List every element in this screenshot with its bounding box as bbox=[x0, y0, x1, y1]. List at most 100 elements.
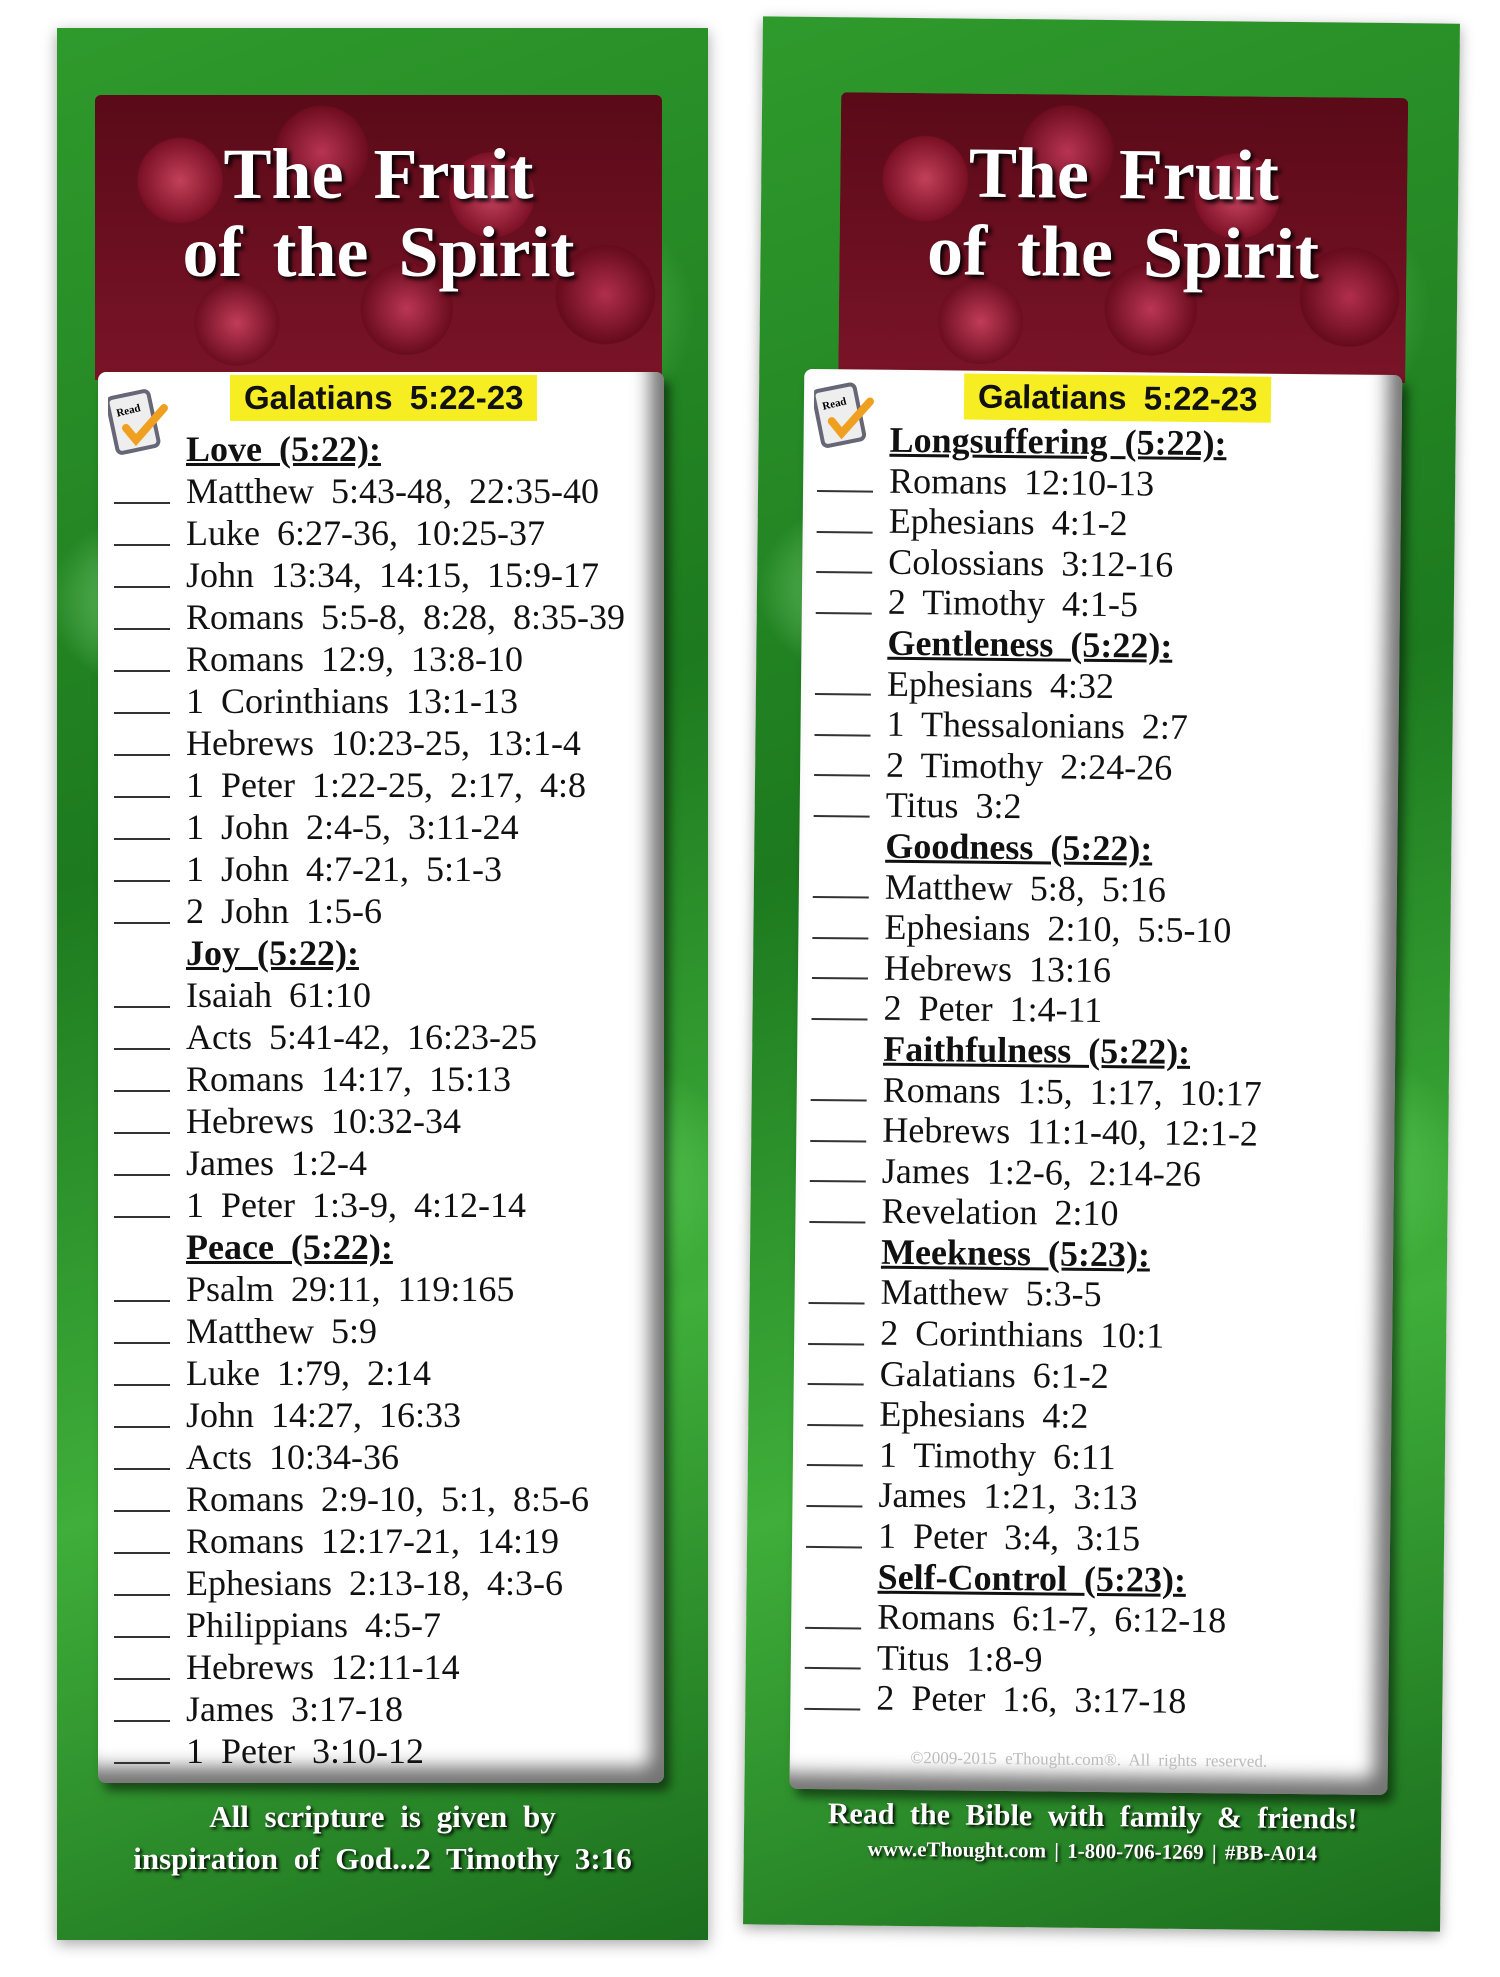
scripture-reference: Titus 3:2 bbox=[885, 785, 1022, 827]
reading-entry: 1 Peter 3:10-12 bbox=[114, 1730, 625, 1772]
reading-entry: James 1:21, 3:13 bbox=[806, 1474, 1257, 1519]
checkbox-blank-line[interactable] bbox=[114, 922, 170, 924]
reading-entry: Romans 5:5-8, 8:28, 8:35-39 bbox=[114, 596, 625, 638]
checkbox-blank-line[interactable] bbox=[114, 712, 170, 714]
reading-entry: Isaiah 61:10 bbox=[114, 974, 625, 1016]
checkbox-blank-line[interactable] bbox=[114, 1636, 170, 1638]
scripture-reference: Hebrews 13:16 bbox=[883, 947, 1112, 990]
scripture-reference: Acts 5:41-42, 16:23-25 bbox=[186, 1017, 537, 1057]
reading-entry: Titus 3:2 bbox=[813, 784, 1265, 829]
checkbox-blank-line[interactable] bbox=[114, 1426, 170, 1428]
reading-entry: James 3:17-18 bbox=[114, 1688, 625, 1730]
title-line-2: of the Spirit bbox=[926, 210, 1320, 295]
checkbox-blank-line[interactable] bbox=[114, 1468, 170, 1470]
checkbox-blank-line[interactable] bbox=[114, 1090, 170, 1092]
scripture-reference: Hebrews 10:32-34 bbox=[186, 1101, 461, 1141]
scripture-reference: Psalm 29:11, 119:165 bbox=[186, 1269, 515, 1309]
checkbox-blank-line[interactable] bbox=[114, 1594, 170, 1596]
reading-entry: Luke 6:27-36, 10:25-37 bbox=[114, 512, 625, 554]
checkbox-blank-line[interactable] bbox=[114, 1006, 170, 1008]
reading-entry: Philippians 4:5-7 bbox=[114, 1604, 625, 1646]
section-heading: Longsuffering (5:22): bbox=[889, 419, 1227, 464]
checkbox-blank-line[interactable] bbox=[114, 1384, 170, 1386]
footer-left: All scripture is given by inspiration of… bbox=[57, 1796, 708, 1880]
scripture-reference: Ephesians 2:13-18, 4:3-6 bbox=[186, 1563, 563, 1603]
checkbox-blank-line[interactable] bbox=[114, 1300, 170, 1302]
reading-entry: Ephesians 4:2 bbox=[807, 1393, 1258, 1438]
reading-entry: Ephesians 2:13-18, 4:3-6 bbox=[114, 1562, 625, 1604]
reading-entry: Matthew 5:8, 5:16 bbox=[812, 866, 1264, 911]
reading-entry: 1 Thessalonians 2:7 bbox=[814, 703, 1265, 748]
checkbox-blank-line[interactable] bbox=[114, 838, 170, 840]
reading-entry: Psalm 29:11, 119:165 bbox=[114, 1268, 625, 1310]
reading-entry: Matthew 5:9 bbox=[114, 1310, 625, 1352]
scripture-reference: Matthew 5:3-5 bbox=[880, 1272, 1102, 1315]
reading-entry: 2 Corinthians 10:1 bbox=[808, 1312, 1259, 1357]
scripture-reference: Ephesians 2:10, 5:5-10 bbox=[884, 906, 1232, 951]
scripture-reference: Hebrews 10:23-25, 13:1-4 bbox=[186, 723, 581, 763]
reading-entry: Acts 10:34-36 bbox=[114, 1436, 625, 1478]
scripture-reference: James 1:2-4 bbox=[186, 1143, 367, 1183]
reading-list-right: Longsuffering (5:22): Romans 12:10-13 Ephe… bbox=[804, 419, 1269, 1723]
checkbox-blank-line[interactable] bbox=[114, 586, 170, 588]
checkbox-blank-line[interactable] bbox=[114, 1762, 170, 1764]
reading-entry: 1 John 4:7-21, 5:1-3 bbox=[114, 848, 625, 890]
bookmark-title: The Fruit of the Spirit bbox=[95, 135, 662, 291]
scripture-reference: 2 Timothy 4:1-5 bbox=[887, 582, 1139, 625]
checkbox-blank-line[interactable] bbox=[114, 1720, 170, 1722]
reading-entry: 1 Peter 3:4, 3:15 bbox=[805, 1515, 1257, 1560]
checkbox-blank-line[interactable] bbox=[114, 1174, 170, 1176]
reading-entry: Ephesians 2:10, 5:5-10 bbox=[812, 906, 1263, 951]
checkbox-blank-line[interactable] bbox=[114, 544, 170, 546]
scripture-reference: 2 Corinthians 10:1 bbox=[880, 1312, 1165, 1356]
checkbox-blank-line[interactable] bbox=[114, 1552, 170, 1554]
scripture-reference: Revelation 2:10 bbox=[881, 1190, 1119, 1234]
scripture-reference: Titus 1:8-9 bbox=[876, 1637, 1043, 1680]
checkbox-blank-line[interactable] bbox=[114, 1216, 170, 1218]
scripture-reference: Matthew 5:43-48, 22:35-40 bbox=[186, 471, 599, 511]
checkbox-blank-line[interactable] bbox=[114, 1342, 170, 1344]
section-heading: Love (5:22): bbox=[186, 429, 381, 469]
copyright: ©2009-2015 eThought.com®. All rights res… bbox=[910, 1748, 1268, 1771]
checkbox-blank-line[interactable] bbox=[114, 670, 170, 672]
checkbox-blank-line[interactable] bbox=[114, 754, 170, 756]
scripture-reference: Romans 12:17-21, 14:19 bbox=[186, 1521, 559, 1561]
reading-entry: Hebrews 10:23-25, 13:1-4 bbox=[114, 722, 625, 764]
section-heading: Joy (5:22): bbox=[186, 933, 359, 973]
svg-text:Read: Read bbox=[821, 395, 848, 412]
checkbox-blank-line[interactable] bbox=[114, 502, 170, 504]
checkbox-blank-line[interactable] bbox=[114, 1132, 170, 1134]
scripture-reference: 1 John 2:4-5, 3:11-24 bbox=[186, 807, 519, 847]
reading-entry: Romans 6:1-7, 6:12-18 bbox=[805, 1596, 1256, 1641]
scripture-reference: 1 Thessalonians 2:7 bbox=[886, 703, 1189, 748]
checkbox-blank-line[interactable] bbox=[114, 1510, 170, 1512]
scripture-reference: Isaiah 61:10 bbox=[186, 975, 371, 1015]
svg-text:Read: Read bbox=[115, 402, 142, 420]
cherries-header: The Fruit of the Spirit bbox=[95, 95, 662, 380]
reading-entry: Romans 1:5, 1:17, 10:17 bbox=[810, 1068, 1262, 1113]
reading-entry: John 13:34, 14:15, 15:9-17 bbox=[114, 554, 625, 596]
reading-entry: James 1:2-4 bbox=[114, 1142, 625, 1184]
scripture-reference: John 13:34, 14:15, 15:9-17 bbox=[186, 555, 600, 595]
reading-entry: James 1:2-6, 2:14-26 bbox=[809, 1150, 1261, 1195]
footer-line-2: inspiration of God...2 Timothy 3:16 bbox=[133, 1841, 632, 1876]
reading-entry: 1 Timothy 6:11 bbox=[806, 1434, 1258, 1479]
checkbox-blank-line[interactable] bbox=[114, 796, 170, 798]
scripture-reference: 2 Timothy 2:24-26 bbox=[885, 744, 1173, 788]
checkbox-blank-line[interactable] bbox=[114, 1678, 170, 1680]
scripture-reference: 1 Timothy 6:11 bbox=[878, 1434, 1116, 1478]
reading-panel: Read Galatians 5:22-23 Love (5:22): Matth… bbox=[98, 372, 664, 1783]
read-checkmark-icon: Read bbox=[108, 389, 168, 455]
reading-entry: 2 Timothy 2:24-26 bbox=[814, 744, 1265, 789]
bookmark-right: The Fruit of the Spirit Read Galatians 5… bbox=[743, 16, 1460, 1932]
scripture-reference: Luke 6:27-36, 10:25-37 bbox=[186, 513, 545, 553]
footer-line-1: All scripture is given by bbox=[209, 1799, 556, 1834]
reading-entry: Romans 12:17-21, 14:19 bbox=[114, 1520, 625, 1562]
checkbox-blank-line[interactable] bbox=[114, 628, 170, 630]
scripture-reference: Matthew 5:8, 5:16 bbox=[884, 866, 1167, 910]
scripture-reference: Hebrews 11:1-40, 12:1-2 bbox=[882, 1109, 1259, 1154]
checkbox-blank-line[interactable] bbox=[114, 1048, 170, 1050]
checkbox-blank-line[interactable] bbox=[114, 880, 170, 882]
reading-entry: John 14:27, 16:33 bbox=[114, 1394, 625, 1436]
footer-right: Read the Bible with family & friends! ww… bbox=[744, 1794, 1442, 1869]
